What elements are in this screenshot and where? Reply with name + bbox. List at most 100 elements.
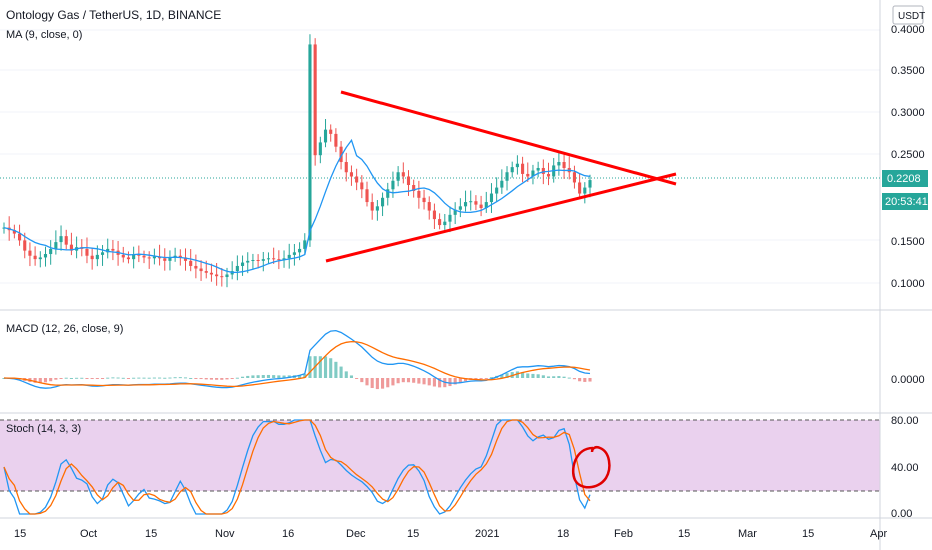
price-tick: 0.2500	[891, 149, 925, 161]
candle-body	[137, 254, 141, 256]
macd-histogram-bar	[546, 376, 551, 378]
macd-histogram-bar	[349, 375, 354, 378]
stoch-indicator-label[interactable]: Stoch (14, 3, 3)	[6, 423, 81, 435]
macd-histogram-bar	[121, 377, 125, 379]
bar-countdown: 20:53:41	[885, 196, 928, 208]
macd-histogram-bar	[578, 378, 582, 382]
macd-histogram-bar	[147, 377, 151, 379]
candle-body	[474, 201, 478, 205]
price-axis[interactable]: 0.4000 0.3500 0.3000 0.2500 0.1500 0.100…	[891, 24, 925, 520]
currency-label: USDT	[898, 11, 925, 22]
candle-body	[225, 274, 229, 278]
macd-histogram-bar	[183, 377, 188, 379]
macd-histogram-bar	[453, 378, 457, 385]
macd-histogram-bar	[505, 373, 509, 378]
candle-body	[536, 167, 540, 171]
macd-histogram-bar	[173, 377, 177, 379]
macd-histogram-bar	[111, 377, 115, 379]
macd-histogram-bar	[251, 375, 255, 378]
time-tick: 15	[407, 528, 419, 540]
macd-histogram-bar	[479, 378, 483, 380]
macd-histogram-bar	[137, 377, 141, 379]
candle-body	[318, 142, 322, 156]
macd-histogram-bar	[132, 377, 136, 379]
ma-indicator-label[interactable]: MA (9, close, 0)	[6, 29, 82, 41]
candles	[2, 34, 592, 288]
candle-body	[69, 244, 73, 251]
candle-body	[95, 254, 99, 260]
macd-tick: 0.0000	[891, 374, 925, 386]
price-tick: 0.3500	[891, 65, 925, 77]
candle-body	[220, 276, 224, 278]
macd-signal-line	[3, 340, 591, 388]
candle-body	[541, 167, 545, 174]
candle-body	[277, 259, 281, 261]
candle-body	[469, 201, 473, 203]
macd-histogram-bar	[557, 376, 561, 378]
macd-histogram-bar	[220, 378, 224, 380]
candle-body	[370, 202, 374, 211]
candle-body	[463, 202, 468, 207]
stoch-band	[0, 420, 880, 491]
macd-histogram-bar	[85, 378, 89, 379]
candle-body	[194, 265, 198, 269]
candle-body	[344, 162, 348, 173]
macd-histogram-bar	[458, 378, 462, 383]
candle-body	[18, 233, 22, 241]
last-price-value: 0.2208	[887, 173, 921, 185]
candle-body	[406, 176, 411, 186]
macd-histogram-bar	[240, 376, 245, 378]
candle-body	[121, 254, 125, 258]
time-axis[interactable]: 15 Oct 15 Nov 16 Dec 15 2021 18 Feb 15 M…	[14, 528, 887, 540]
macd-histogram-bar	[272, 375, 276, 378]
candle-body	[111, 248, 115, 251]
macd-histogram-bar	[287, 375, 291, 378]
candle-body	[401, 172, 405, 177]
candle-body	[412, 185, 416, 191]
macd-histogram-bar	[95, 378, 99, 379]
macd-histogram-bar	[417, 378, 421, 384]
symbol-title[interactable]: Ontology Gas / TetherUS, 1D, BINANCE	[6, 8, 221, 22]
candle-body	[100, 252, 105, 255]
macd-histogram-bar	[69, 377, 73, 379]
candle-body	[562, 162, 566, 168]
macd-indicator-label[interactable]: MACD (12, 26, close, 9)	[6, 323, 123, 335]
macd-histogram-bar	[484, 378, 488, 379]
macd-histogram-bar	[230, 378, 234, 379]
candle-body	[375, 206, 379, 211]
candle-body	[432, 210, 436, 220]
circle-annotation[interactable]	[571, 445, 611, 489]
candle-body	[484, 202, 488, 209]
candle-body	[381, 197, 385, 207]
resistance-trendline[interactable]	[340, 90, 677, 186]
macd-histogram-bar	[489, 377, 494, 379]
macd-histogram-bar	[391, 378, 395, 386]
time-tick: 16	[282, 528, 294, 540]
candle-body	[557, 162, 561, 166]
candle-body	[365, 189, 369, 203]
candle-body	[43, 254, 48, 258]
candle-body	[183, 257, 188, 261]
macd-histogram-bar	[59, 378, 63, 379]
support-trendline[interactable]	[325, 172, 677, 263]
candle-body	[531, 170, 535, 177]
candle-body	[303, 240, 307, 249]
candle-body	[287, 254, 291, 259]
candle-body	[521, 163, 525, 174]
time-tick: 18	[557, 528, 569, 540]
candle-body	[28, 250, 32, 256]
candle-body	[189, 260, 193, 266]
macd-histogram-bar	[256, 375, 260, 378]
macd-histogram-bar	[432, 378, 436, 387]
macd-histogram-bar	[438, 378, 442, 388]
macd-histogram-bar	[521, 372, 525, 378]
candle-body	[329, 129, 333, 134]
macd-histogram-bar	[204, 378, 208, 380]
candle-body	[334, 133, 338, 147]
candle-body	[422, 197, 426, 203]
macd-histogram-bar	[49, 378, 53, 382]
currency-button[interactable]: USDT	[892, 5, 925, 25]
macd-histogram-bar	[189, 377, 193, 379]
macd-histogram-bar	[355, 378, 359, 380]
